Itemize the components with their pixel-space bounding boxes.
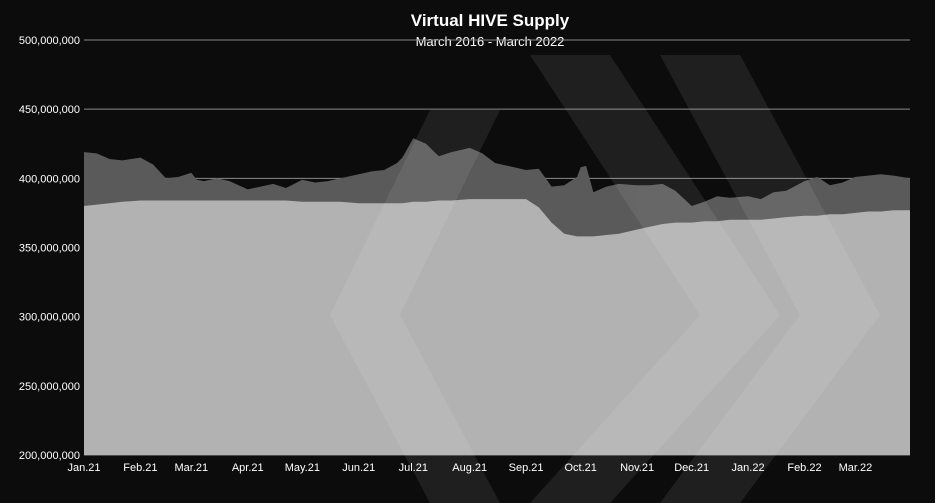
x-tick-label: Apr.21 — [232, 462, 264, 474]
y-tick-label: 250,000,000 — [19, 381, 80, 393]
y-tick-label: 450,000,000 — [19, 104, 80, 116]
y-tick-label: 200,000,000 — [19, 450, 80, 462]
x-tick-label: Dec.21 — [674, 462, 709, 474]
x-tick-label: Nov.21 — [620, 462, 654, 474]
x-tick-label: Oct.21 — [564, 462, 596, 474]
hive-logo-icon — [330, 55, 880, 503]
x-tick-label: Mar.22 — [839, 462, 873, 474]
chart-title: Virtual HIVE Supply — [411, 11, 570, 30]
x-tick-label: Mar.21 — [175, 462, 209, 474]
x-tick-label: May.21 — [285, 462, 320, 474]
x-tick-label: Jun.21 — [342, 462, 375, 474]
x-tick-label: Aug.21 — [452, 462, 487, 474]
y-tick-label: 400,000,000 — [19, 173, 80, 185]
area-series-2 — [84, 199, 910, 455]
x-tick-label: Jan.22 — [732, 462, 765, 474]
x-tick-label: Jul.21 — [399, 462, 428, 474]
x-tick-label: Sep.21 — [509, 462, 544, 474]
x-tick-label: Jan.21 — [67, 462, 100, 474]
y-tick-label: 500,000,000 — [19, 35, 80, 47]
data-areas — [84, 138, 910, 455]
y-axis-ticks: 200,000,000 250,000,000 300,000,000 350,000… — [19, 35, 80, 462]
chart-subtitle: March 2016 - March 2022 — [416, 34, 565, 49]
x-tick-label: Feb.21 — [123, 462, 157, 474]
y-tick-label: 350,000,000 — [19, 243, 80, 255]
x-axis-ticks: Jan.21 Feb.21 Mar.21 Apr.21 May.21 Jun.21 Jul.… — [67, 462, 872, 474]
y-tick-label: 300,000,000 — [19, 312, 80, 324]
x-tick-label: Feb.22 — [787, 462, 821, 474]
